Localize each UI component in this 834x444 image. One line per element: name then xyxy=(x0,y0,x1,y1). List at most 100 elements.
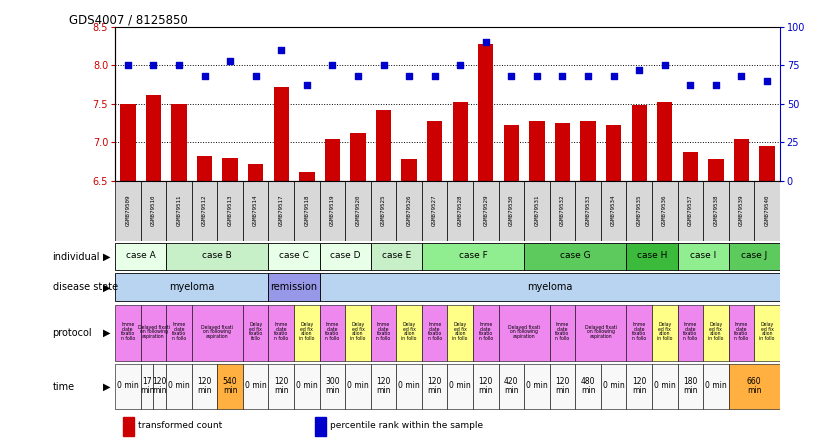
Text: 120
min: 120 min xyxy=(427,377,442,395)
Bar xyxy=(683,152,698,181)
Text: GSM879532: GSM879532 xyxy=(560,194,565,226)
Bar xyxy=(652,181,677,241)
Text: GSM879517: GSM879517 xyxy=(279,194,284,226)
Text: Delay
ed fix
ation
in follo: Delay ed fix ation in follo xyxy=(759,322,775,341)
Text: 120
min: 120 min xyxy=(376,377,391,395)
Bar xyxy=(269,242,319,270)
Bar xyxy=(524,181,550,241)
Bar xyxy=(218,181,243,241)
Text: GSM879540: GSM879540 xyxy=(765,194,770,226)
Text: individual: individual xyxy=(53,251,100,262)
Text: Imme
diate
fixatio
n follo: Imme diate fixatio n follo xyxy=(376,322,390,341)
Bar xyxy=(530,121,545,181)
Bar xyxy=(504,126,519,181)
Bar xyxy=(319,181,345,241)
Bar xyxy=(115,274,269,301)
Bar xyxy=(473,181,499,241)
Bar xyxy=(422,365,448,409)
Bar xyxy=(524,242,626,270)
Bar xyxy=(448,181,473,241)
Text: Imme
diate
fixatio
n follo: Imme diate fixatio n follo xyxy=(555,322,570,341)
Bar xyxy=(192,305,243,361)
Text: Delay
ed fix
ation
in follo: Delay ed fix ation in follo xyxy=(299,322,314,341)
Text: 420
min: 420 min xyxy=(504,377,519,395)
Text: Delay
ed fix
ation
in follo: Delay ed fix ation in follo xyxy=(657,322,672,341)
Bar xyxy=(248,164,264,181)
Bar xyxy=(453,102,468,181)
Text: GSM879525: GSM879525 xyxy=(381,194,386,226)
Point xyxy=(684,82,697,89)
Bar xyxy=(269,365,294,409)
Bar xyxy=(319,274,780,301)
Bar xyxy=(575,305,626,361)
Point xyxy=(300,82,314,89)
Text: transformed count: transformed count xyxy=(138,421,223,430)
Bar xyxy=(448,305,473,361)
Bar xyxy=(401,159,417,181)
Text: Imme
diate
fixatio
n follo: Imme diate fixatio n follo xyxy=(325,322,339,341)
Text: case G: case G xyxy=(560,251,590,260)
Bar xyxy=(294,305,319,361)
Bar xyxy=(223,158,238,181)
Bar xyxy=(319,305,345,361)
Text: 0 min: 0 min xyxy=(603,381,625,390)
Text: GSM879538: GSM879538 xyxy=(713,194,718,226)
Bar xyxy=(754,181,780,241)
Point xyxy=(249,72,263,79)
Bar xyxy=(115,365,141,409)
Bar xyxy=(499,365,524,409)
Text: Imme
diate
fixatio
n follo: Imme diate fixatio n follo xyxy=(121,322,135,341)
Bar xyxy=(631,105,647,181)
Bar xyxy=(729,242,780,270)
Bar xyxy=(754,305,780,361)
Point xyxy=(173,62,186,69)
Bar xyxy=(197,156,212,181)
Text: 0 min: 0 min xyxy=(526,381,548,390)
Point xyxy=(709,82,722,89)
Text: GSM879514: GSM879514 xyxy=(254,194,259,226)
Text: GSM879519: GSM879519 xyxy=(330,194,335,226)
Point xyxy=(479,39,492,46)
Bar xyxy=(123,417,134,436)
Bar xyxy=(269,181,294,241)
Text: 120
min: 120 min xyxy=(198,377,212,395)
Text: GDS4007 / 8125850: GDS4007 / 8125850 xyxy=(68,14,188,27)
Point xyxy=(224,57,237,64)
Text: 0 min: 0 min xyxy=(654,381,676,390)
Bar xyxy=(473,305,499,361)
Bar xyxy=(555,123,570,181)
Text: case E: case E xyxy=(382,251,411,260)
Text: Imme
diate
fixatio
n follo: Imme diate fixatio n follo xyxy=(632,322,646,341)
Text: 0 min: 0 min xyxy=(296,381,318,390)
Text: 17
min: 17 min xyxy=(140,377,154,395)
Bar xyxy=(371,365,396,409)
Text: GSM879539: GSM879539 xyxy=(739,194,744,226)
Point xyxy=(121,62,134,69)
Bar xyxy=(729,305,754,361)
Bar xyxy=(422,242,524,270)
Bar xyxy=(473,365,499,409)
Bar xyxy=(171,104,187,181)
Text: Delayed fixati
on following
aspiration: Delayed fixati on following aspiration xyxy=(585,325,617,339)
Point xyxy=(632,66,646,73)
Text: protocol: protocol xyxy=(53,328,93,338)
Bar xyxy=(294,365,319,409)
Point xyxy=(147,62,160,69)
Text: 0 min: 0 min xyxy=(117,381,138,390)
Text: GSM879509: GSM879509 xyxy=(125,194,130,226)
Bar xyxy=(371,242,422,270)
Bar xyxy=(478,44,494,181)
Bar xyxy=(319,242,371,270)
Bar xyxy=(141,181,166,241)
Bar xyxy=(350,133,365,181)
Text: 120
min: 120 min xyxy=(479,377,493,395)
Text: GSM879512: GSM879512 xyxy=(202,194,207,226)
Bar xyxy=(703,365,729,409)
Text: Imme
diate
fixatio
n follo: Imme diate fixatio n follo xyxy=(274,322,289,341)
Bar xyxy=(448,365,473,409)
Bar xyxy=(243,305,269,361)
Bar xyxy=(141,305,166,361)
Text: 0 min: 0 min xyxy=(245,381,267,390)
Text: GSM879513: GSM879513 xyxy=(228,194,233,226)
Text: Imme
diate
fixatio
n follo: Imme diate fixatio n follo xyxy=(428,322,442,341)
